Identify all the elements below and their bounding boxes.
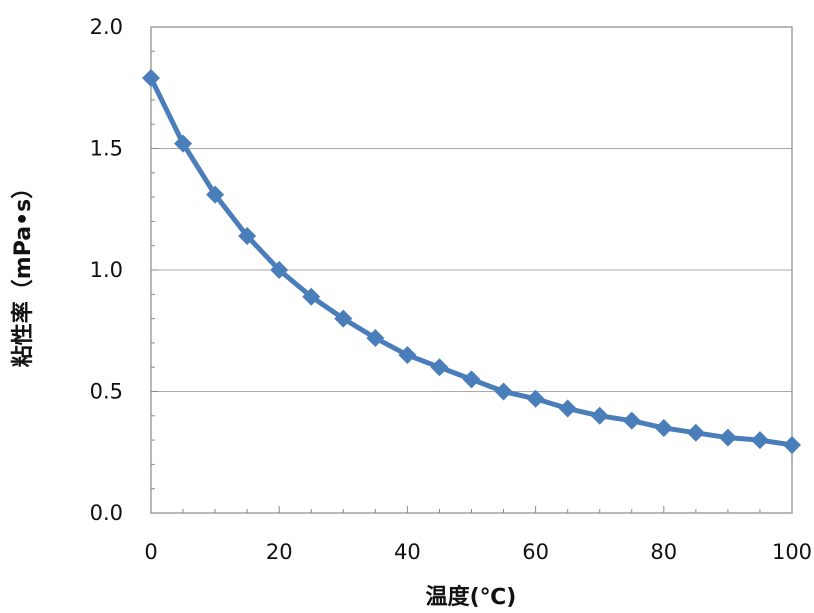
data-point [302,287,321,306]
data-point [526,389,545,408]
data-point [174,134,193,153]
x-tick-label: 80 [650,540,677,564]
data-point [206,185,225,204]
y-axis-label: 粘性率（mPa•s） [10,177,36,367]
x-tick-label: 0 [144,540,157,564]
y-tick-label: 1.0 [90,258,123,282]
y-tick-label: 0.0 [90,501,123,525]
gridlines [151,148,792,392]
y-tick-label: 0.5 [90,380,123,404]
data-point [270,261,289,279]
y-tick-label: 2.0 [90,15,123,39]
x-axis-ticks: 0 20 40 60 80 100 [144,506,812,564]
series-group [142,69,801,454]
data-point [398,346,417,365]
x-tick-label: 20 [266,540,293,564]
data-point [462,370,481,389]
data-point [686,423,705,442]
data-point [718,428,737,447]
data-point [783,435,801,454]
x-axis-label: 温度(℃) [426,584,517,610]
x-tick-label: 60 [522,540,549,564]
data-point [590,406,609,425]
data-point [142,69,160,88]
data-point [238,226,257,245]
data-point [558,399,577,418]
data-point [430,358,449,377]
x-tick-label: 40 [394,540,421,564]
data-point [334,309,353,328]
data-point [366,329,385,348]
data-point [654,418,673,437]
data-point [750,431,769,450]
data-point [494,382,513,401]
y-tick-label: 1.5 [90,137,123,161]
data-point [622,411,641,430]
series-line [148,75,795,448]
x-tick-label: 100 [772,540,812,564]
y-axis-ticks: 0.0 0.5 1.0 1.5 2.0 [90,15,158,525]
